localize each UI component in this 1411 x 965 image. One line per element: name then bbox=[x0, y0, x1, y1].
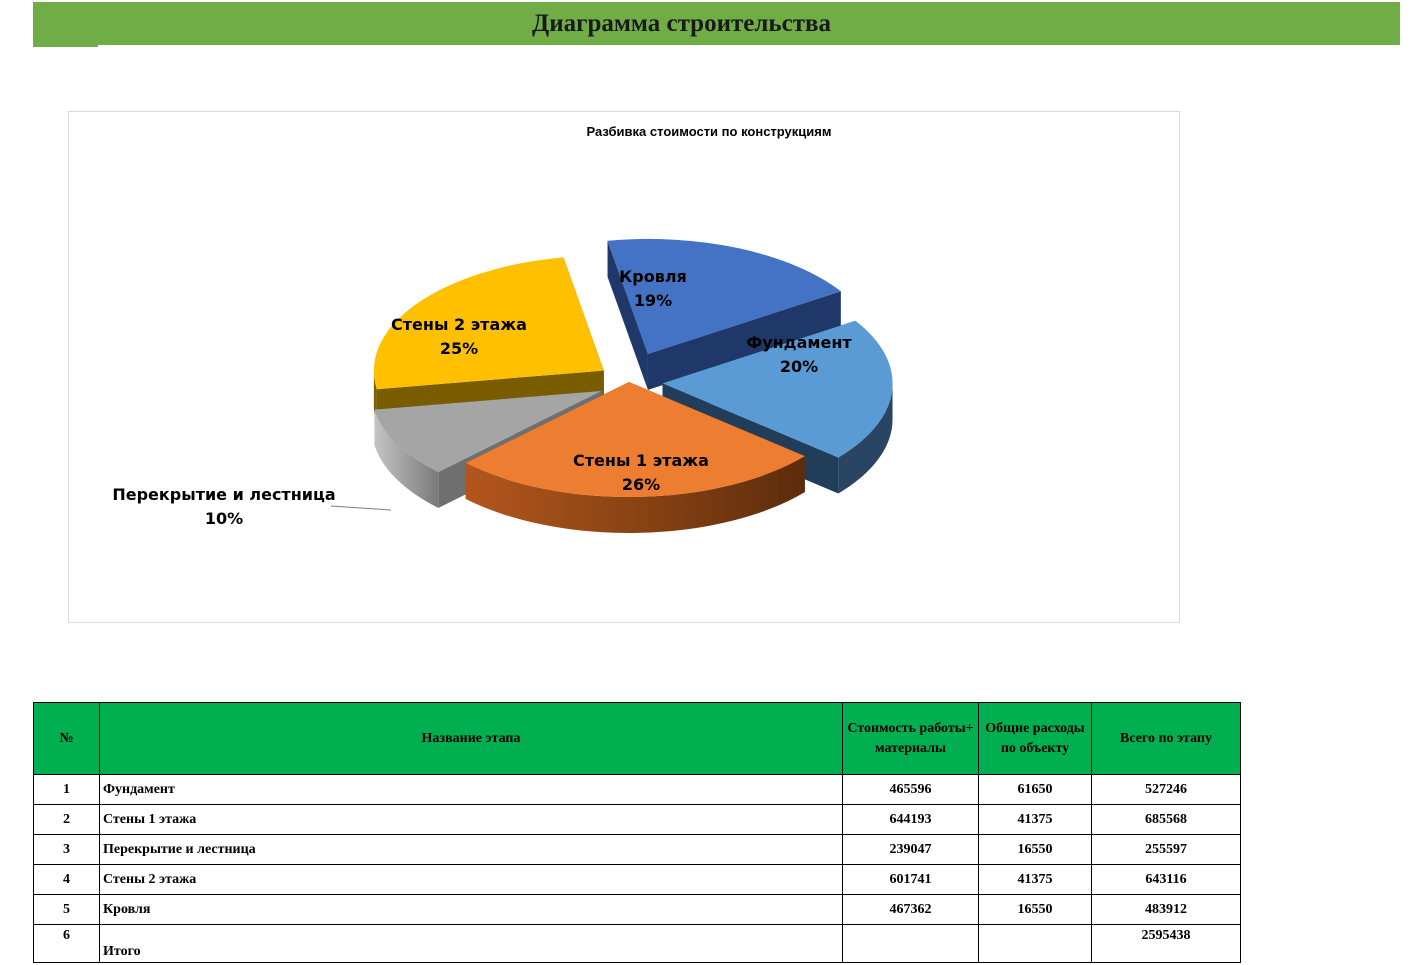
header-stage-name: Название этапа bbox=[99, 702, 843, 775]
table-total-row[interactable]: 6 Итого 2595438 bbox=[33, 924, 1241, 963]
overhead-cell[interactable]: 61650 bbox=[978, 774, 1092, 805]
work-cost-cell[interactable]: 601741 bbox=[842, 864, 979, 895]
slice-label-walls-2: Стены 2 этажа bbox=[391, 315, 527, 334]
overhead-cell[interactable]: 41375 bbox=[978, 804, 1092, 835]
stage-name[interactable]: Кровля bbox=[99, 894, 843, 925]
row-number: 2 bbox=[33, 804, 100, 835]
slice-outer-wall bbox=[838, 383, 893, 494]
overhead-cell[interactable] bbox=[978, 924, 1092, 963]
stages-table: № Название этапа Стоимость работы+ матер… bbox=[33, 702, 1241, 963]
slice-top-face bbox=[374, 391, 602, 473]
overhead-cell[interactable]: 41375 bbox=[978, 864, 1092, 895]
slice-top-face bbox=[373, 257, 604, 390]
chart-title: Разбивка стоимости по конструкциям bbox=[586, 124, 832, 139]
table-row[interactable]: 2 Стены 1 этажа 644193 41375 685568 bbox=[33, 804, 1241, 835]
header-overhead: Общие расходы по объекту bbox=[978, 702, 1092, 775]
slice-outer-wall bbox=[374, 409, 439, 509]
row-number: 3 bbox=[33, 834, 100, 865]
table-row[interactable]: 1 Фундамент 465596 61650 527246 bbox=[33, 774, 1241, 805]
stage-name[interactable]: Стены 1 этажа bbox=[99, 804, 843, 835]
table-row[interactable]: 5 Кровля 467362 16550 483912 bbox=[33, 894, 1241, 925]
overhead-cell[interactable]: 16550 bbox=[978, 834, 1092, 865]
stage-total-cell[interactable]: 527246 bbox=[1091, 774, 1241, 805]
title-underline bbox=[33, 45, 98, 47]
slice-label-walls-1: Стены 1 этажа bbox=[573, 451, 709, 470]
work-cost-cell[interactable] bbox=[842, 924, 979, 963]
header-stage-total: Всего по этапу bbox=[1091, 702, 1241, 775]
pie-chart: Фундамент 20% Стены 1 этажа 26% Перекрытие и… bbox=[112, 238, 893, 533]
header-work-cost: Стоимость работы+ материалы bbox=[842, 702, 979, 775]
slice-percent-fundament: 20% bbox=[780, 357, 818, 376]
chart-area[interactable]: Разбивка стоимости по конструкциям Фунда… bbox=[68, 111, 1180, 623]
row-number: 5 bbox=[33, 894, 100, 925]
slice-percent-walls-2: 25% bbox=[440, 339, 478, 358]
stage-total-cell[interactable]: 643116 bbox=[1091, 864, 1241, 895]
slice-top-face bbox=[465, 382, 805, 497]
slice-percent-floor-stairs: 10% bbox=[205, 509, 243, 528]
stage-total-cell[interactable]: 685568 bbox=[1091, 804, 1241, 835]
work-cost-cell[interactable]: 467362 bbox=[842, 894, 979, 925]
pie-slice-walls-1[interactable] bbox=[465, 382, 805, 533]
slice-side-face bbox=[647, 291, 841, 390]
row-number: 4 bbox=[33, 864, 100, 895]
table-row[interactable]: 4 Стены 2 этажа 601741 41375 643116 bbox=[33, 864, 1241, 895]
slice-label-fundament: Фундамент bbox=[746, 333, 852, 352]
leader-line bbox=[330, 505, 392, 511]
overhead-cell[interactable]: 16550 bbox=[978, 894, 1092, 925]
pie-slice-roof[interactable] bbox=[607, 238, 841, 390]
slice-percent-walls-1: 26% bbox=[622, 475, 660, 494]
slice-top-face bbox=[662, 320, 893, 458]
stage-total-cell[interactable]: 483912 bbox=[1091, 894, 1241, 925]
grand-total-cell[interactable]: 2595438 bbox=[1091, 924, 1241, 963]
stage-total-cell[interactable]: 255597 bbox=[1091, 834, 1241, 865]
slice-label-roof: Кровля bbox=[619, 267, 687, 286]
title-bar: Диаграмма строительства bbox=[33, 2, 1400, 45]
stage-name[interactable]: Стены 2 этажа bbox=[99, 864, 843, 895]
stage-name[interactable]: Перекрытие и лестница bbox=[99, 834, 843, 865]
slice-percent-roof: 19% bbox=[634, 291, 672, 310]
stage-name[interactable]: Фундамент bbox=[99, 774, 843, 805]
page-title: Диаграмма строительства bbox=[532, 9, 831, 37]
table-row[interactable]: 3 Перекрытие и лестница 239047 16550 255… bbox=[33, 834, 1241, 865]
slice-label-floor-stairs: Перекрытие и лестница bbox=[112, 485, 335, 504]
slice-outer-wall bbox=[465, 456, 805, 533]
row-number: 6 bbox=[33, 924, 100, 963]
work-cost-cell[interactable]: 239047 bbox=[842, 834, 979, 865]
table-header-row: № Название этапа Стоимость работы+ матер… bbox=[33, 702, 1241, 775]
total-label: Итого bbox=[99, 924, 843, 963]
row-number: 1 bbox=[33, 774, 100, 805]
slice-side-face bbox=[607, 240, 648, 390]
header-number: № bbox=[33, 702, 100, 775]
slice-top-face bbox=[607, 238, 841, 354]
work-cost-cell[interactable]: 644193 bbox=[842, 804, 979, 835]
work-cost-cell[interactable]: 465596 bbox=[842, 774, 979, 805]
